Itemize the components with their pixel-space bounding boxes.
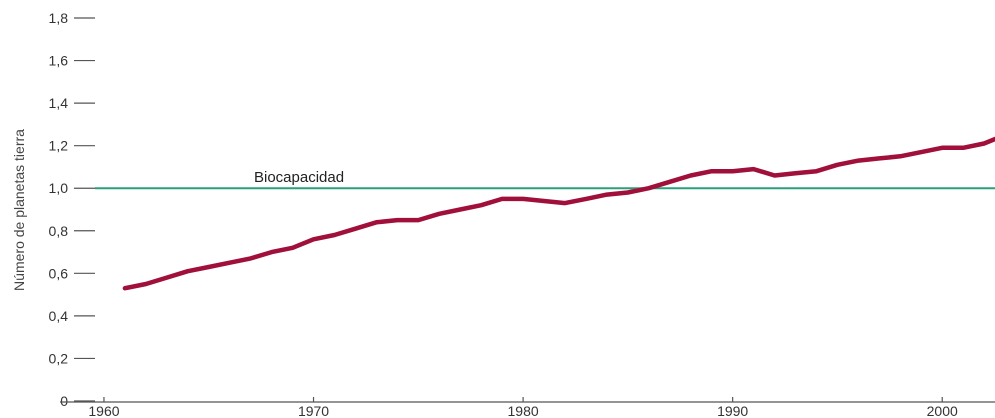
y-tick-label: 0,2 — [49, 350, 69, 366]
biocapacity-label: Biocapacidad — [254, 169, 344, 186]
x-axis-ticks: 1960197019801990200005 — [88, 397, 958, 418]
x-tick-label: 1990 — [717, 403, 748, 418]
reference-lines: Biocapacidad — [95, 169, 995, 190]
y-tick-label: 1,2 — [49, 138, 69, 154]
y-tick-label: 1,4 — [49, 95, 69, 111]
x-tick-label: 1980 — [508, 403, 539, 418]
y-axis-ticks: 0 0,2 0,4 0,6 0,8 1,0 1,2 1,4 1,6 1,8 — [49, 10, 95, 409]
y-tick-label: 1,6 — [49, 53, 69, 69]
y-tick-label: 1,0 — [49, 180, 69, 196]
y-tick-label: 1,8 — [49, 10, 69, 26]
y-tick-label: 0 — [60, 393, 68, 409]
y-axis-label: Número de planetas tierra — [11, 129, 27, 291]
x-tick-label: 1960 — [88, 403, 119, 418]
footprint-series-line — [122, 136, 995, 291]
y-tick-label: 0,8 — [49, 223, 69, 239]
x-tick-label: 2000 — [927, 403, 958, 418]
x-tick-label: 1970 — [298, 403, 329, 418]
y-tick-label: 0,4 — [49, 308, 69, 324]
y-tick-label: 0,6 — [49, 265, 69, 281]
